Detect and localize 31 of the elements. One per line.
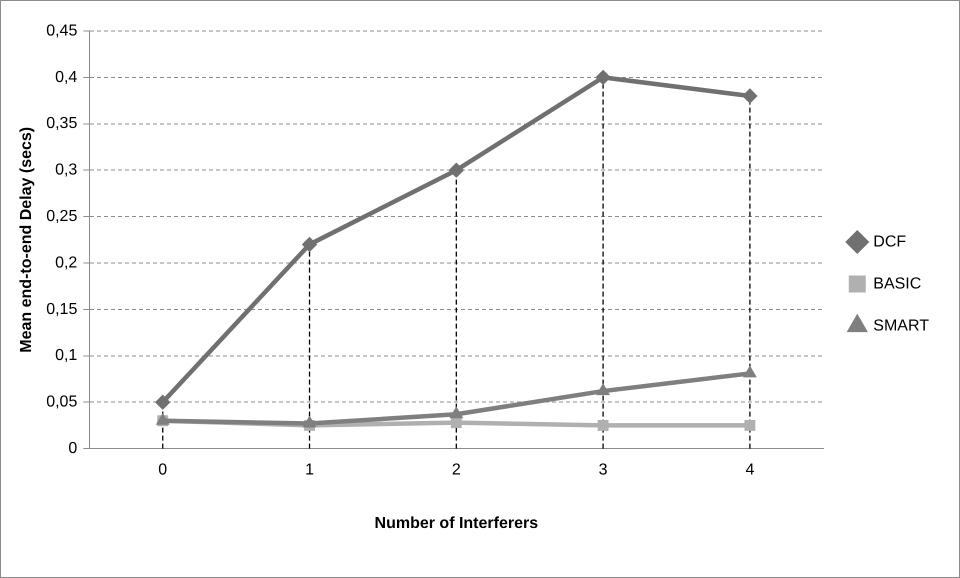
point [302, 416, 316, 428]
point [448, 162, 464, 178]
legend-label: DCF [873, 233, 906, 250]
y-tick-label: 0,4 [55, 68, 78, 86]
y-axis-title: Mean end-to-end Delay (secs) [18, 126, 36, 353]
point [598, 420, 609, 431]
y-tick-label: 0,1 [55, 347, 78, 364]
legend-label: SMART [873, 317, 930, 334]
y-tick-label: 0,45 [46, 22, 78, 40]
legend-label: BASIC [873, 275, 922, 292]
x-axis-title: Number of Interferers [374, 514, 538, 532]
point [155, 394, 170, 410]
y-tick-label: 0,25 [46, 208, 78, 226]
x-tick-label: 1 [305, 462, 314, 479]
y-tick-label: 0 [68, 440, 78, 458]
x-tick-label: 4 [745, 462, 754, 479]
x-tick-label: 2 [452, 462, 461, 479]
y-tick-label: 0,3 [55, 162, 78, 179]
x-tick-label: 3 [598, 462, 608, 479]
point [596, 70, 611, 85]
point [302, 236, 318, 252]
y-tick-label: 0,2 [55, 254, 78, 272]
point [596, 384, 610, 396]
y-tick-label: 0,15 [46, 300, 78, 318]
y-tick-label: 0,35 [46, 115, 78, 132]
point [450, 406, 463, 418]
y-tick-label: 0,05 [46, 394, 78, 411]
point [743, 366, 756, 378]
point [744, 420, 756, 431]
x-tick-label: 0 [158, 462, 168, 479]
point [742, 88, 758, 104]
